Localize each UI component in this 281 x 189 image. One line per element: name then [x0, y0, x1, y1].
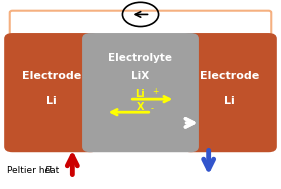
Text: Electrode: Electrode	[200, 71, 259, 81]
Text: Electrolyte: Electrolyte	[108, 53, 173, 63]
Text: X: X	[137, 102, 144, 112]
FancyBboxPatch shape	[82, 33, 199, 152]
FancyBboxPatch shape	[4, 33, 99, 152]
Text: +: +	[152, 87, 158, 96]
Text: Peltier heat: Peltier heat	[7, 166, 62, 175]
Text: Li: Li	[46, 96, 57, 106]
Text: LiX: LiX	[132, 71, 149, 81]
Text: Li: Li	[224, 96, 235, 106]
Text: Electrode: Electrode	[22, 71, 81, 81]
Text: Li: Li	[136, 89, 145, 99]
FancyBboxPatch shape	[182, 33, 277, 152]
Text: -: -	[151, 105, 154, 114]
Text: Π: Π	[44, 166, 51, 175]
